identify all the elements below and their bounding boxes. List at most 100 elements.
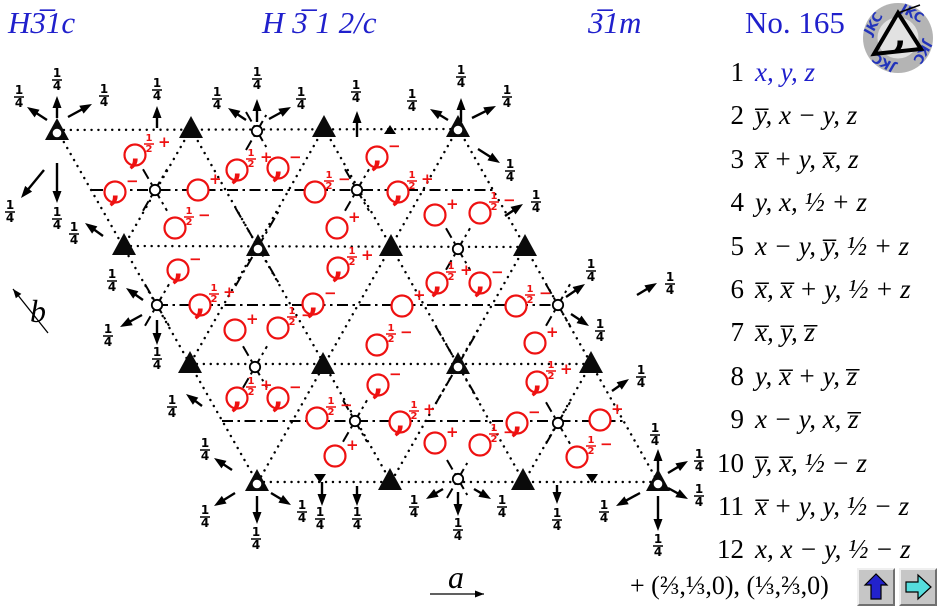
comma-glyph: , [231,376,243,416]
quarter-height-label: 14 [200,436,210,463]
threefold-axis-triangle [312,115,336,137]
glyph: 1 [211,283,218,294]
quarter-height-label: 14 [251,525,261,552]
height-half-label: 12 [386,323,396,345]
position-coordinates: y̅, x − y, z [755,100,858,131]
height-half-label: 12 [546,360,556,382]
quarter-height-label: 14 [103,322,113,349]
threefold-axis-triangle [579,351,603,373]
comma-glyph: , [392,170,404,210]
position-number: 3 [730,143,745,174]
glyph: 4 [53,79,61,93]
position-row: 9 x − y, x, z̅ [650,404,944,435]
glyph: 1 [548,360,555,371]
inversion-point-circle [451,242,465,256]
quarter-height-label: 14 [694,482,704,509]
glyph: 4 [168,406,176,420]
height-sign: − [503,423,516,441]
quarter-arrowhead [510,204,523,215]
molecule-comma: , − [266,146,302,186]
position-row: 4 y, x, ½ + z [650,187,944,218]
quarter-arrowhead [152,106,162,118]
height-sign: + [611,400,624,418]
quarter-height-label: 14 [650,421,660,448]
height-sign: + [423,400,436,418]
molecule-comma: , + [188,283,236,323]
threebar-axis-dot [253,244,263,254]
molecule-circle: − [266,306,314,340]
quarter-height-label: 14 [252,65,262,92]
glyph: 2 [349,257,356,268]
molecule-comma: , + [425,261,473,301]
glyph: 1 [248,148,255,159]
glyph: 1 [637,363,645,377]
position-coordinates: y, x̅ + y, z̅ [755,360,858,391]
glyph: 2 [248,159,255,170]
glyph: 1 [352,78,360,92]
molecule-circle: + [325,208,361,240]
height-sign: + [223,283,236,301]
glyph: 1 [503,83,511,97]
axis-arrowhead [475,590,484,598]
quarter-height-label: 14 [552,506,562,533]
twofold-axis-stub [234,207,282,287]
lattice-line-dotted [122,244,527,249]
position-coordinates: x̅ + y, x̅, z [755,143,859,174]
molecule-comma: , − [365,135,401,175]
position-row: 11 x̅ + y, y, ½ − z [650,491,944,522]
comma-glyph: , [129,133,141,173]
twofold-axis-stub [245,111,269,151]
threebar-axis-dot [252,479,262,489]
height-half-label: 12 [324,170,334,192]
glyph: 4 [410,506,418,520]
height-sign: + [560,360,573,378]
glyph: 2 [146,144,153,155]
quarter-height-label: 14 [497,493,507,520]
glyph: 1 [289,306,296,317]
position-row: 12 x, x − y, ½ − z [650,534,944,565]
molecule-circle: + [390,286,426,318]
glyph: 4 [104,335,112,349]
quarter-height-label: 14 [152,345,162,372]
glyph: 2 [491,202,498,213]
quarter-height-label: 14 [152,76,162,103]
glyph: 4 [352,91,360,105]
height-sign: − [503,191,516,209]
centering-translations: + (⅔,⅓,0), (⅓,⅔,0) [630,571,829,600]
quarter-arrowhead [214,495,227,506]
height-sign: − [289,378,302,396]
glyph: 1 [153,345,161,359]
glyph: 1 [253,65,261,79]
position-row: 5 x − y, y̅, ½ + z [650,231,944,262]
molecule-circle: − [305,396,353,430]
molecule-circle: − [468,191,516,225]
threefold-axis-triangle [378,468,402,490]
up-button[interactable] [857,568,895,606]
glyph: 1 [248,376,255,387]
glyph: 1 [588,435,595,446]
glyph: 2 [588,446,595,457]
molecule-circle: + [588,400,624,432]
glyph: 4 [53,218,61,232]
height-sign: + [421,170,434,188]
comma-glyph: , [172,248,184,288]
threefold-axis-triangle [513,234,537,256]
height-half-label: 12 [209,283,219,305]
height-sign: − [198,206,211,224]
position-coordinates: x − y, x, z̅ [755,404,859,435]
spacegroup-number: No. 165 [745,5,845,40]
quarter-height-label: 14 [502,83,512,110]
position-number: 4 [730,187,745,218]
position-coordinates: y, x, ½ + z [755,187,867,218]
quarter-height-label: 14 [665,270,675,297]
height-sign: + [348,208,361,226]
glyph: 1 [410,493,418,507]
quarter-arrowhead [653,519,663,531]
height-sign: + [361,246,374,264]
position-row: 1 x, y, z [650,57,944,88]
glyph: 2 [491,434,498,445]
glyph: 1 [651,421,659,435]
next-button[interactable] [899,568,937,606]
